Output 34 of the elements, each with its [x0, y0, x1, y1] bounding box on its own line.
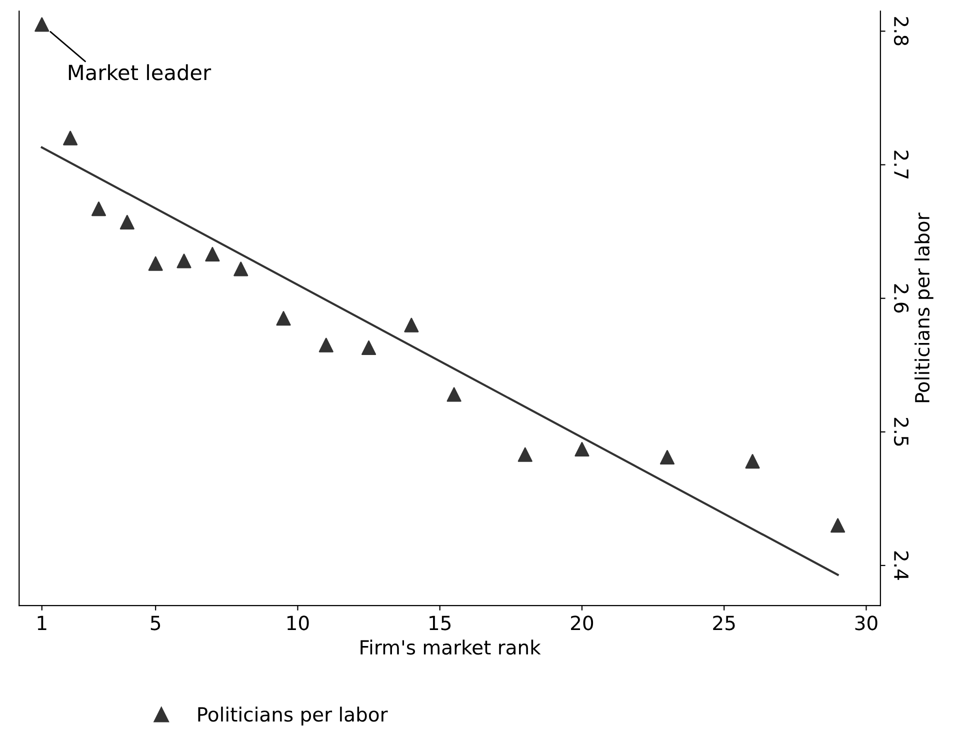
point: [91, 202, 106, 216]
y-tick-label: 2.7: [894, 150, 909, 179]
x-tick-label: 5: [150, 616, 160, 630]
point: [404, 318, 419, 332]
point: [176, 254, 192, 268]
point: [34, 17, 50, 32]
point: [660, 450, 675, 465]
point: [120, 214, 134, 230]
legend-label: Politicians per labor: [198, 706, 388, 726]
annotation: Market leader: [68, 64, 212, 80]
point: [446, 387, 462, 402]
y-tick-label: 2.4: [894, 551, 909, 580]
x-tick-label: 10: [287, 616, 309, 630]
point: [318, 338, 334, 352]
point: [148, 256, 163, 271]
point: [574, 442, 590, 457]
y-tick-label: 2.8: [894, 17, 909, 46]
x-tick-label: 15: [430, 616, 451, 630]
y-tick-label: 2.5: [894, 418, 909, 446]
point: [518, 447, 532, 462]
point: [205, 246, 220, 262]
y-axis-title: Politicians per labor: [914, 212, 934, 402]
point: [234, 262, 248, 276]
y-tick-label: 2.6: [894, 284, 909, 313]
point: [830, 518, 846, 533]
x-tick-label: 30: [855, 616, 878, 630]
x-tick-label: 1: [38, 616, 46, 630]
x-tick-label: 25: [713, 616, 735, 630]
point: [361, 340, 376, 356]
point: [276, 311, 291, 326]
x-tick-label: 20: [571, 616, 594, 630]
point: [63, 130, 78, 146]
x-axis-title: Firm's market rank: [360, 640, 541, 655]
point: [745, 454, 760, 469]
